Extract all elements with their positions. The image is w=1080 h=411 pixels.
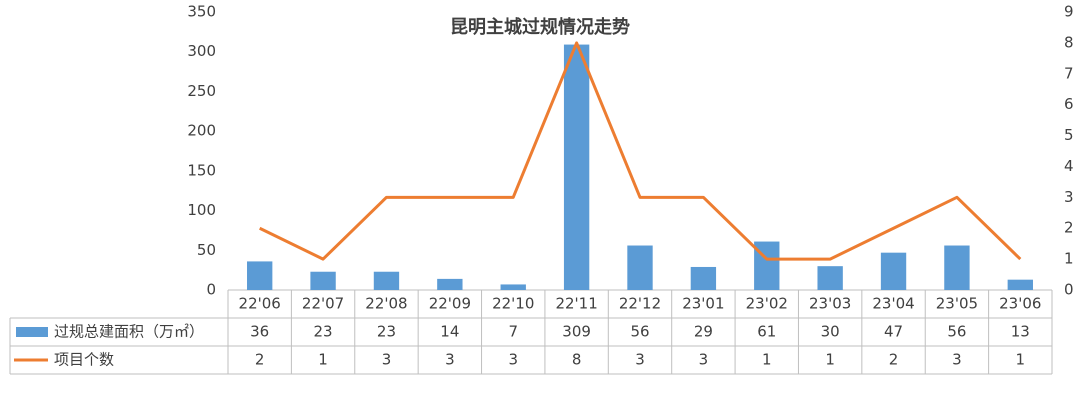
bar — [880, 252, 907, 290]
table-value: 3 — [382, 351, 392, 369]
bar — [500, 284, 526, 290]
table-value: 2 — [889, 351, 899, 369]
table-value: 3 — [635, 351, 645, 369]
table-value: 14 — [440, 323, 459, 341]
table-value: 1 — [318, 351, 328, 369]
y-tick-label: 150 — [187, 161, 216, 179]
bar — [437, 278, 463, 290]
table-value: 3 — [445, 351, 455, 369]
x-tick-label: 22'07 — [302, 295, 344, 313]
bar — [690, 266, 717, 290]
y-tick-label: 0 — [206, 281, 216, 299]
x-tick-label: 22'09 — [429, 295, 471, 313]
table-value: 1 — [762, 351, 772, 369]
y-tick-label: 250 — [187, 82, 216, 100]
y2-tick-label: 4 — [1064, 157, 1074, 175]
chart-title: 昆明主城过规情况走势 — [450, 16, 630, 38]
bar — [817, 266, 843, 290]
bar — [373, 271, 400, 290]
table-value: 13 — [1011, 323, 1030, 341]
legend-label: 过规总建面积（万㎡） — [54, 323, 204, 341]
y2-tick-label: 6 — [1064, 95, 1074, 113]
table-value: 7 — [508, 323, 518, 341]
x-tick-label: 23'03 — [809, 295, 851, 313]
table-value: 1 — [825, 351, 835, 369]
bar — [310, 271, 336, 290]
bar — [627, 245, 653, 290]
x-tick-label: 23'04 — [872, 295, 914, 313]
table-value: 3 — [952, 351, 962, 369]
table-value: 23 — [377, 323, 396, 341]
y2-tick-label: 7 — [1064, 64, 1074, 82]
table-value: 3 — [508, 351, 518, 369]
table-value: 56 — [630, 323, 649, 341]
line — [259, 41, 1022, 261]
x-tick-label: 23'06 — [999, 295, 1041, 313]
y2-tick-label: 3 — [1064, 188, 1074, 206]
x-tick-label: 23'01 — [682, 295, 724, 313]
y2-tick-label: 1 — [1064, 250, 1074, 268]
y2-tick-label: 0 — [1064, 281, 1074, 299]
table-value: 56 — [947, 323, 966, 341]
y-tick-label: 200 — [187, 122, 216, 140]
y2-tick-label: 5 — [1064, 126, 1074, 144]
table-value: 1 — [1016, 351, 1026, 369]
x-tick-label: 23'02 — [746, 295, 788, 313]
y-tick-label: 350 — [187, 3, 216, 21]
table-value: 8 — [572, 351, 582, 369]
table-value: 29 — [694, 323, 713, 341]
bar — [944, 245, 970, 290]
bar — [247, 261, 273, 290]
x-tick-label: 22'11 — [555, 295, 597, 313]
y-tick-label: 100 — [187, 201, 216, 219]
x-tick-label: 23'05 — [936, 295, 978, 313]
table-value: 23 — [314, 323, 333, 341]
y-tick-label: 300 — [187, 42, 216, 60]
legend-label: 项目个数 — [54, 351, 114, 369]
bar — [1007, 279, 1033, 290]
x-tick-label: 22'12 — [619, 295, 661, 313]
table-value: 3 — [699, 351, 709, 369]
x-tick-label: 22'10 — [492, 295, 534, 313]
table-value: 61 — [757, 323, 776, 341]
legend-swatch — [16, 327, 48, 337]
y-tick-label: 50 — [197, 241, 216, 259]
bar — [563, 44, 590, 290]
table-value: 309 — [562, 323, 591, 341]
table-value: 47 — [884, 323, 903, 341]
table-value: 30 — [821, 323, 840, 341]
x-tick-label: 22'06 — [239, 295, 281, 313]
y2-tick-label: 2 — [1064, 219, 1074, 237]
y2-tick-label: 8 — [1064, 33, 1074, 51]
x-tick-label: 22'08 — [365, 295, 407, 313]
y2-tick-label: 9 — [1064, 3, 1074, 21]
table-value: 36 — [250, 323, 269, 341]
table-value: 2 — [255, 351, 265, 369]
